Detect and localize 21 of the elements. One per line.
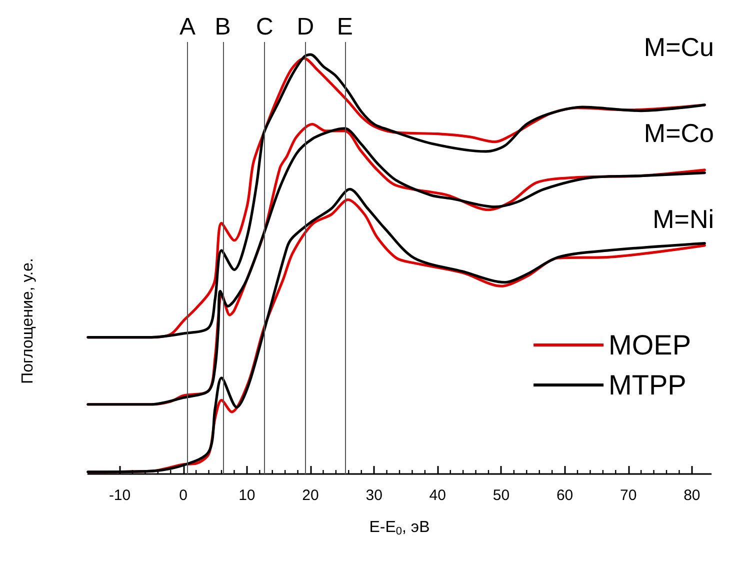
x-tick-label: 50	[492, 487, 510, 504]
annotation: M=Ni	[652, 204, 714, 234]
x-tick-label: 20	[302, 487, 319, 504]
ref-line-label: D	[296, 14, 314, 40]
y-axis-title: Поглощение, у.е.	[20, 258, 36, 384]
x-tick-label: 70	[620, 487, 637, 504]
x-tick-label: 40	[429, 487, 446, 504]
x-tick-label: 0	[179, 487, 188, 504]
x-tick-label: -10	[108, 487, 131, 504]
ref-line-label: B	[214, 14, 231, 40]
x-tick-label: 60	[556, 487, 574, 504]
ref-line-label: C	[256, 14, 274, 40]
x-tick-label: 30	[366, 487, 382, 504]
ref-line-label: E	[336, 14, 353, 40]
annotation: M=Co	[644, 118, 714, 148]
x-tick-label: 10	[238, 487, 256, 504]
annotation: M=Cu	[644, 32, 714, 62]
legend-label: MOEP	[608, 330, 692, 360]
x-tick-label: 80	[684, 487, 700, 504]
legend-label: MTPP	[608, 370, 686, 400]
ref-line-label: A	[180, 14, 196, 40]
